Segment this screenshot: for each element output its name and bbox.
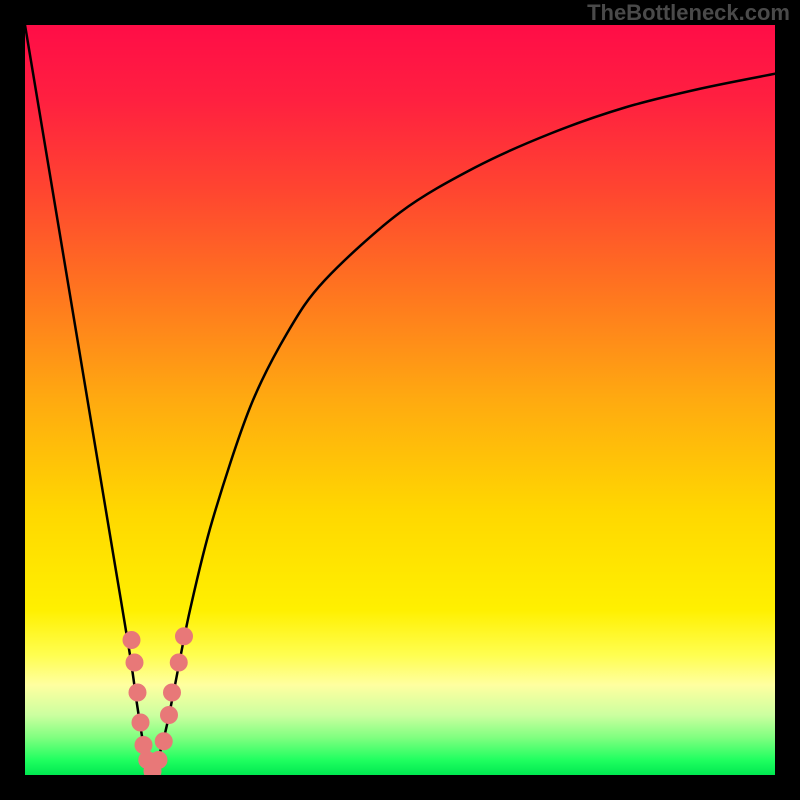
curve-marker	[175, 627, 193, 645]
curve-marker	[132, 714, 150, 732]
curve-marker	[150, 751, 168, 769]
curve-marker	[135, 736, 153, 754]
curve-marker	[170, 654, 188, 672]
curve-marker	[155, 732, 173, 750]
curve-marker	[129, 684, 147, 702]
bottleneck-chart: TheBottleneck.com	[0, 0, 800, 800]
curve-marker	[123, 631, 141, 649]
attribution-text: TheBottleneck.com	[587, 0, 790, 25]
curve-marker	[160, 706, 178, 724]
curve-marker	[163, 684, 181, 702]
curve-marker	[126, 654, 144, 672]
